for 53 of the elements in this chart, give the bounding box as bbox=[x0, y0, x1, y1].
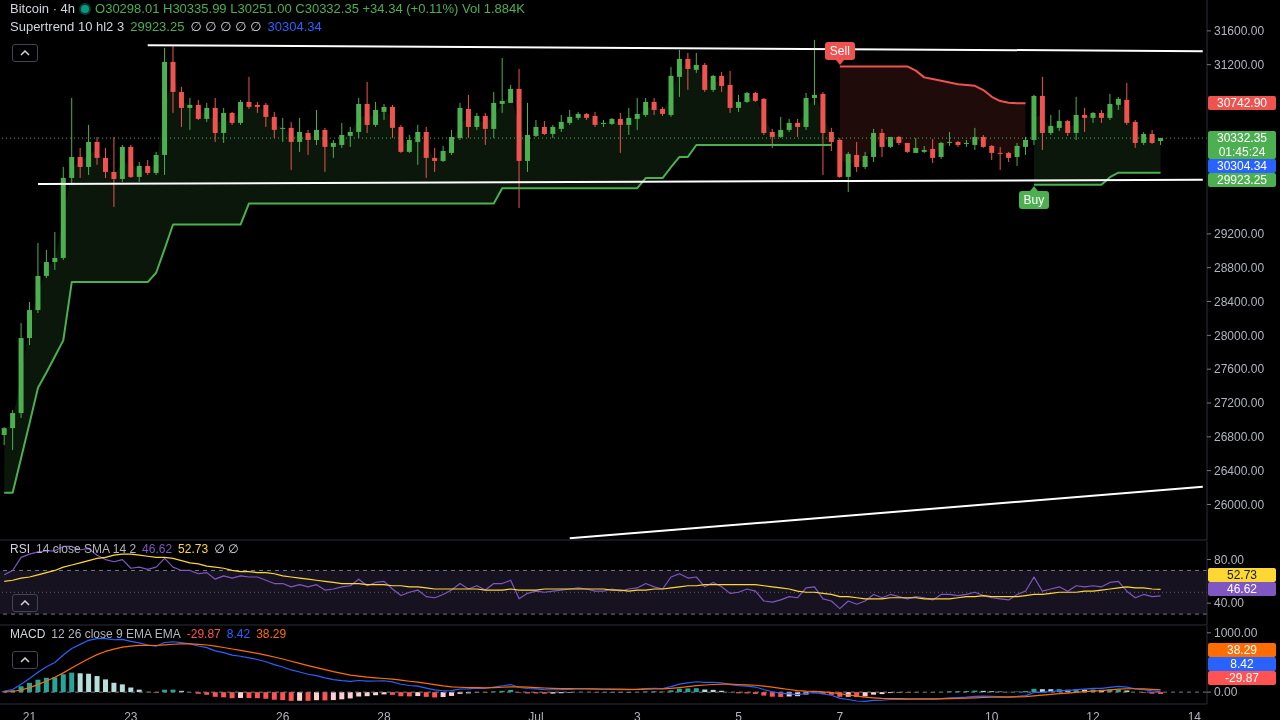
ref-line-label: 30332.35 bbox=[1216, 131, 1268, 146]
x-tick-label: 28 bbox=[377, 709, 392, 720]
annotation: 30304.34 bbox=[267, 19, 322, 35]
annotation: 46.62 bbox=[142, 542, 173, 556]
x-tick-label: 26 bbox=[276, 709, 290, 720]
annotation: 8.42 bbox=[226, 627, 251, 641]
legend-title: Supertrend 10 hl2 3 bbox=[10, 19, 125, 35]
y-tick-label: 26800.00 bbox=[1214, 430, 1265, 445]
chart-title: RSI bbox=[10, 542, 31, 556]
chart-title: MACD bbox=[10, 627, 46, 641]
y-tick-label: 26400.00 bbox=[1214, 463, 1265, 478]
chart-subtitle: O30298.01 H30335.99 L30251.00 C30332.35 +34.34 (+0.11%) Vol 1.884K bbox=[95, 1, 525, 17]
x-tick-label: 3 bbox=[633, 709, 641, 720]
x-tick-label: 10 bbox=[985, 709, 999, 720]
annotation: ∅ ∅ bbox=[214, 542, 239, 556]
y-tick-label: 28400.00 bbox=[1214, 294, 1265, 309]
chart-subtitle: 12 26 close 9 EMA EMA bbox=[51, 627, 181, 641]
x-tick-label: 21 bbox=[22, 709, 37, 720]
y-tick-label: 27600.00 bbox=[1214, 362, 1265, 377]
text: 30304.34 bbox=[1216, 159, 1268, 174]
annotation: ∅ ∅ ∅ ∅ ∅ bbox=[190, 19, 262, 35]
y-tick-label: 29200.00 bbox=[1214, 227, 1265, 242]
text: 38.29 bbox=[1226, 643, 1258, 658]
annotation: 52.73 bbox=[178, 542, 209, 556]
y-tick-label: 27200.00 bbox=[1214, 396, 1265, 411]
x-tick-label: Jul bbox=[528, 709, 544, 720]
y-tick-label: 28800.00 bbox=[1214, 260, 1265, 275]
text: 8.42 bbox=[1230, 657, 1254, 672]
annotation: 29923.25 bbox=[130, 19, 185, 35]
x-tick-label: 7 bbox=[836, 709, 844, 720]
y-tick-label: 26000.00 bbox=[1214, 497, 1265, 512]
annotation: Sell bbox=[829, 44, 850, 59]
x-tick-label: 23 bbox=[124, 709, 138, 720]
y-tick-label: 1000.00 bbox=[1214, 626, 1258, 641]
y-tick-label: 80.00 bbox=[1214, 552, 1245, 567]
text: -29.87 bbox=[1224, 671, 1260, 686]
text: 30742.90 bbox=[1216, 96, 1268, 111]
x-tick-label: 5 bbox=[735, 709, 743, 720]
y-tick-label: 40.00 bbox=[1214, 596, 1245, 611]
x-tick-label: 14 bbox=[1187, 709, 1202, 720]
chart-title: Bitcoin · 4h bbox=[10, 1, 76, 17]
annotation: 38.29 bbox=[256, 627, 287, 641]
annotation: Buy bbox=[1023, 192, 1045, 207]
y-tick-label: 0.00 bbox=[1214, 685, 1238, 700]
y-tick-label: 28000.00 bbox=[1214, 328, 1265, 343]
annotation: -29.87 bbox=[186, 627, 221, 641]
y-tick-label: 31200.00 bbox=[1214, 57, 1265, 72]
text: 52.73 bbox=[1226, 568, 1258, 583]
text: 46.62 bbox=[1226, 582, 1258, 597]
text: 01:45:24 bbox=[1218, 145, 1266, 160]
x-tick-label: 12 bbox=[1086, 709, 1101, 720]
y-tick-label: 31600.00 bbox=[1214, 24, 1265, 39]
text: 29923.25 bbox=[1216, 173, 1268, 188]
